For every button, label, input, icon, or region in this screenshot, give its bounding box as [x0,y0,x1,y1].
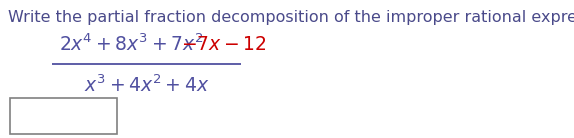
Text: $2x^4 + 8x^3 + 7x^2$: $2x^4 + 8x^3 + 7x^2$ [59,33,203,55]
Bar [10,98,117,134]
Text: $x^3 + 4x^2 + 4x$: $x^3 + 4x^2 + 4x$ [84,75,209,96]
Text: Write the partial fraction decomposition of the improper rational expression.: Write the partial fraction decomposition… [8,10,574,25]
Text: $- 7x - 12$: $- 7x - 12$ [181,35,266,54]
